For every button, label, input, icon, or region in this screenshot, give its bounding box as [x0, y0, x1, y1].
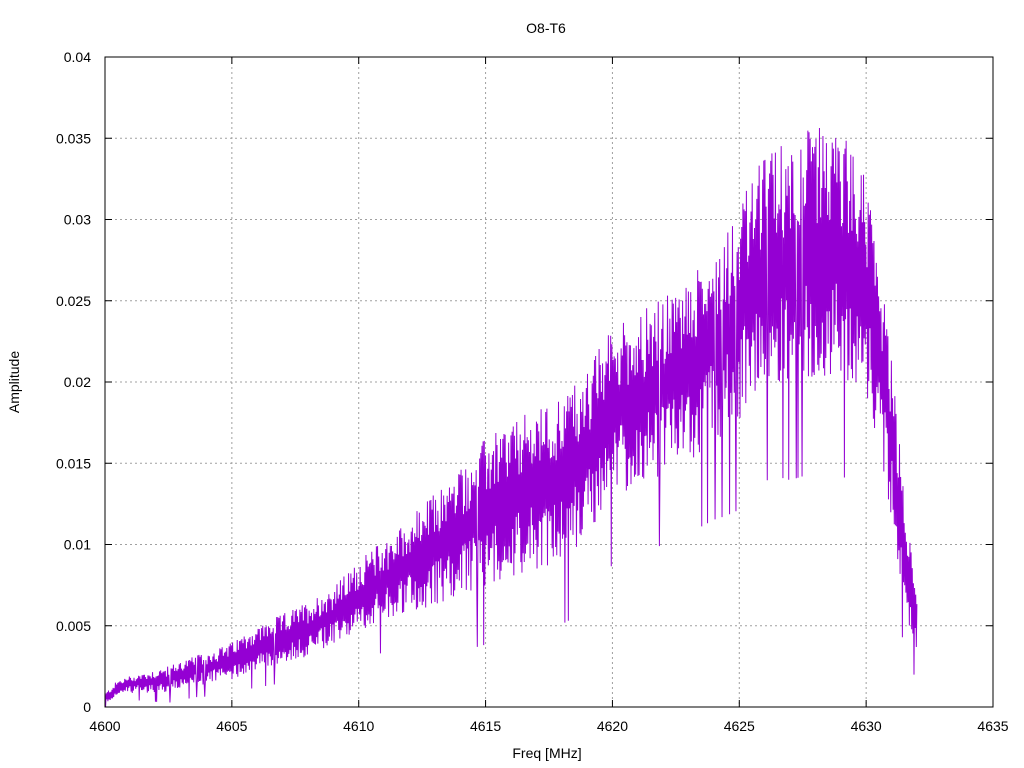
y-tick-label: 0.025: [56, 293, 91, 309]
y-tick-label: 0.005: [56, 618, 91, 634]
tick-labels: 4600 4605 4610 4615 4620 4625 4630 4635 0 0.005 0.…: [56, 49, 1009, 734]
y-tick-label: 0.01: [64, 537, 91, 553]
y-tick-label: 0: [83, 699, 91, 715]
y-tick-label: 0.02: [64, 374, 91, 390]
x-axis-label: Freq [MHz]: [512, 745, 581, 761]
y-tick-label: 0.035: [56, 130, 91, 146]
y-axis-label: Amplitude: [6, 351, 22, 413]
y-tick-label: 0.04: [64, 49, 91, 65]
x-tick-label: 4605: [216, 718, 247, 734]
x-tick-label: 4630: [851, 718, 882, 734]
series-line: [104, 128, 918, 708]
ticks: [104, 56, 994, 708]
x-tick-label: 4625: [724, 718, 755, 734]
series-layer: [104, 128, 918, 708]
x-tick-label: 4610: [343, 718, 374, 734]
chart-title: O8-T6: [526, 20, 566, 36]
y-tick-label: 0.015: [56, 455, 91, 471]
x-tick-label: 4615: [470, 718, 501, 734]
y-tick-label: 0.03: [64, 212, 91, 228]
x-tick-label: 4600: [89, 718, 120, 734]
x-tick-label: 4620: [597, 718, 628, 734]
x-tick-label: 4635: [977, 718, 1008, 734]
